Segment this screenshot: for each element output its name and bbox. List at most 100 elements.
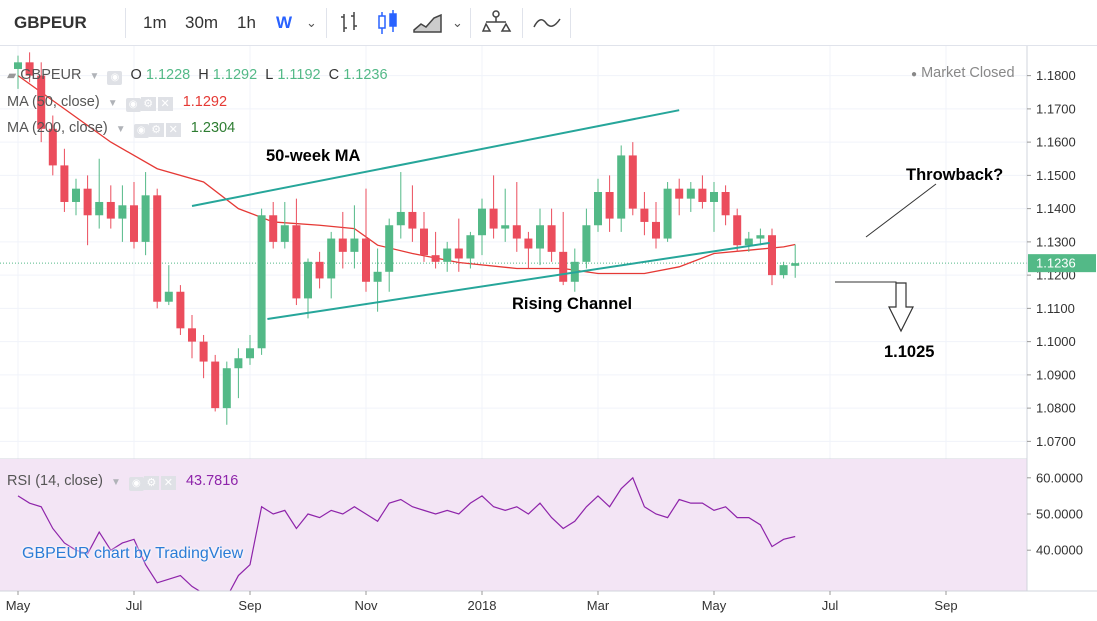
- collapse-icon[interactable]: ▰: [7, 68, 17, 82]
- last-price-label: 1.1236: [1036, 256, 1076, 271]
- candle-body: [791, 263, 800, 266]
- rsi-settings-icon[interactable]: ⚙: [143, 476, 159, 490]
- bar-chart-icon[interactable]: [338, 0, 362, 46]
- candle-body: [257, 215, 266, 349]
- candle-body: [640, 208, 649, 222]
- tradingview-watermark[interactable]: GBPEUR chart by TradingView: [22, 545, 244, 562]
- candle-body: [756, 235, 765, 239]
- ma200-label: MA (200, close): [7, 120, 108, 136]
- price-tick-label: 1.1300: [1036, 234, 1076, 249]
- interval-w[interactable]: W: [276, 13, 293, 32]
- rsi-tick-label: 50.0000: [1036, 507, 1083, 522]
- candle-body: [721, 192, 730, 216]
- candle-body: [188, 328, 196, 342]
- ma50-close-icon[interactable]: ✕: [157, 97, 173, 111]
- candle-body: [373, 271, 382, 282]
- candle-body: [431, 255, 440, 262]
- time-axis[interactable]: May Jul Sep Nov 2018 Mar May Jul Sep: [0, 590, 1097, 621]
- candle-body: [164, 291, 173, 302]
- candle-body: [454, 248, 463, 259]
- candle-body: [246, 348, 254, 359]
- candle-body: [304, 261, 312, 299]
- legend-ma50: MA (50, close) ▼ ◉ ⚙ ✕ 1.1292: [7, 94, 227, 112]
- breakdown-line: [835, 281, 897, 284]
- top-toolbar: GBPEUR 1m 30m 1h W ⌄ ⌄: [0, 0, 1097, 46]
- candle-body: [744, 238, 753, 246]
- rsi-chevron-down-icon[interactable]: ▼: [110, 477, 121, 488]
- interval-1h[interactable]: 1h: [237, 13, 256, 32]
- rsi-label: RSI (14, close): [7, 473, 103, 489]
- candle-body: [362, 238, 370, 282]
- time-tick-label: Mar: [587, 598, 610, 613]
- ma200-eye-icon[interactable]: ◉: [133, 124, 149, 138]
- low-value: 1.1192: [277, 67, 321, 83]
- candle-body: [512, 225, 521, 239]
- candle-body: [478, 208, 486, 236]
- ma200-chevron-down-icon[interactable]: ▼: [115, 124, 126, 135]
- rsi-eye-icon[interactable]: ◉: [128, 477, 144, 491]
- candle-body: [628, 155, 637, 209]
- candle-body: [315, 261, 324, 279]
- ma50-eye-icon[interactable]: ◉: [125, 98, 141, 112]
- candle-body: [25, 62, 34, 76]
- candle-body: [14, 62, 22, 69]
- time-axis-bg: [0, 591, 1097, 621]
- ma200-value: 1.2304: [190, 120, 236, 136]
- price-tick-label: 1.1700: [1036, 101, 1076, 116]
- eye-icon[interactable]: ◉: [107, 71, 123, 85]
- price-tick-label: 1.1600: [1036, 135, 1076, 150]
- interval-1m[interactable]: 1m: [143, 13, 167, 32]
- area-chart-icon[interactable]: [412, 0, 444, 46]
- channel-upper-line[interactable]: [191, 109, 680, 207]
- symbol-search[interactable]: GBPEUR: [14, 13, 87, 32]
- candle-body: [466, 235, 475, 259]
- candle-body: [37, 75, 46, 129]
- high-value: 1.1292: [212, 67, 258, 83]
- ma50-path: [17, 75, 796, 275]
- price-tick-label: 1.1000: [1036, 334, 1076, 349]
- interval-dropdown-chevron-down-icon[interactable]: ⌄: [306, 15, 317, 30]
- legend-chevron-down-icon[interactable]: ▼: [89, 71, 100, 82]
- time-tick-label: 2018: [468, 598, 497, 613]
- chart-type-chevron-down-icon[interactable]: ⌄: [452, 15, 463, 30]
- ma-annotation: 50-week MA: [266, 147, 361, 165]
- ma50-chevron-down-icon[interactable]: ▼: [107, 98, 118, 109]
- candle-body: [396, 211, 405, 226]
- candle-body: [95, 201, 104, 216]
- ma200-settings-icon[interactable]: ⚙: [148, 123, 164, 137]
- interval-30m[interactable]: 30m: [185, 13, 219, 32]
- toolbar-divider: [470, 8, 471, 38]
- legend-main: ▰ GBPEUR ▼ ◉ O 1.1228 H 1.1292 L 1.1192 …: [7, 67, 388, 85]
- ma200-close-icon[interactable]: ✕: [165, 123, 181, 137]
- rsi-tick-label: 60.0000: [1036, 470, 1083, 485]
- candle-body: [408, 211, 417, 229]
- candle-body: [710, 192, 718, 202]
- candle-body: [420, 228, 428, 256]
- legend-ma200: MA (200, close) ▼ ◉ ⚙ ✕ 1.2304: [7, 120, 235, 138]
- candle-body: [582, 225, 591, 262]
- candle-body: [686, 188, 695, 199]
- close-value: 1.1236: [343, 67, 388, 83]
- price-axis[interactable]: 1.1800 1.1700 1.1600 1.1500 1.1400 1.1300 1.12…: [1026, 46, 1097, 621]
- candlestick-icon[interactable]: [376, 0, 400, 46]
- candle-body: [675, 188, 684, 199]
- ma50-settings-icon[interactable]: ⚙: [140, 97, 156, 111]
- high-label: H: [198, 67, 209, 83]
- rising-channel[interactable]: [191, 109, 770, 321]
- time-tick-label: May: [702, 598, 727, 613]
- rsi-value: 43.7816: [185, 473, 239, 489]
- candle-body: [72, 188, 80, 202]
- legend-rsi: RSI (14, close) ▼ ◉ ⚙ ✕ 43.7816: [7, 473, 238, 491]
- indicators-icon[interactable]: [532, 0, 562, 46]
- open-value: 1.1228: [145, 67, 191, 83]
- rsi-close-icon[interactable]: ✕: [160, 476, 176, 490]
- low-label: L: [265, 67, 274, 83]
- candle-body: [141, 195, 150, 242]
- channel-lower-line[interactable]: [267, 241, 770, 321]
- price-tick-label: 1.0800: [1036, 401, 1076, 416]
- throwback-pointer-line: [865, 183, 937, 238]
- compare-icon[interactable]: [480, 0, 512, 46]
- candle-body: [536, 225, 544, 249]
- ma50-line: [17, 75, 796, 275]
- time-tick-label: Sep: [934, 598, 957, 613]
